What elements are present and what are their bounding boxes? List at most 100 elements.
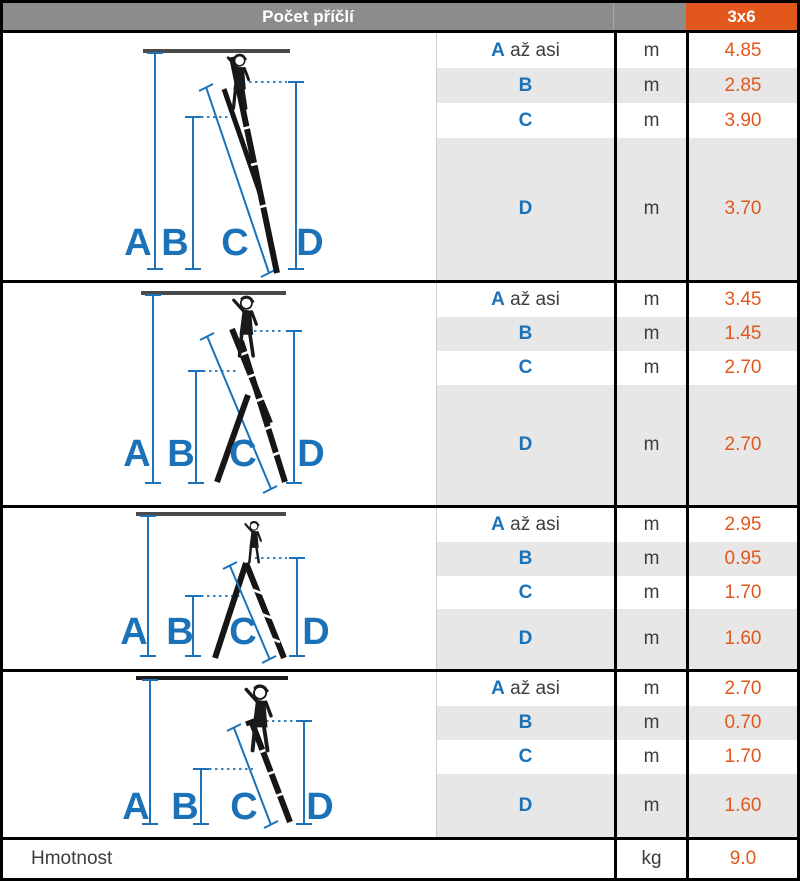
diagram-letter-d: D [297, 433, 324, 475]
header-title: Počet příčlí [3, 3, 614, 30]
measure-line-a [147, 52, 163, 270]
section-stepladder: A B C D A až asi m 2.95 B m 0.95 C m 1.7… [3, 508, 797, 672]
dim-letter: B [518, 548, 533, 569]
table-row: C m 1.70 [436, 576, 797, 609]
header-unit-cell [614, 3, 686, 30]
measure-line-b [193, 768, 209, 825]
unit-cell: m [614, 317, 689, 351]
table-row: A až asi m 3.45 [436, 283, 797, 317]
measure-line-d [286, 330, 302, 484]
value-cell: 2.70 [724, 434, 762, 455]
dim-letter: C [518, 746, 533, 767]
unit-cell: m [614, 138, 689, 280]
value-cell: 2.95 [724, 514, 762, 535]
section-combination-ladder: A B C D A až asi m 3.45 B m 1.45 C m 2.7… [3, 283, 797, 508]
dim-letter: D [518, 198, 533, 219]
section-extension-ladder: A B C D A až asi m 4.85 B m 2.85 C m 3.9… [3, 33, 797, 283]
value-cell: 1.45 [724, 323, 762, 344]
measure-line-a [142, 679, 158, 825]
value-cell: 0.70 [724, 712, 762, 733]
table-header-row: Počet příčlí 3x6 [3, 3, 797, 33]
value-cell: 1.70 [724, 581, 762, 603]
dim-label-text: až asi [504, 514, 560, 535]
dim-letter: A [491, 678, 505, 699]
unit-cell: m [614, 103, 689, 138]
unit-cell: m [614, 68, 689, 103]
table-row: C m 2.70 [436, 351, 797, 385]
diagram-letter-c: C [221, 222, 248, 264]
unit-cell: m [614, 385, 689, 505]
value-cell: 3.70 [724, 198, 762, 219]
diagram-letter-d: D [306, 786, 333, 828]
table-row: D m 1.60 [436, 609, 797, 669]
ladder-diagram-3: A B C D [3, 508, 436, 669]
weight-unit: kg [614, 840, 689, 878]
unit-cell: m [614, 672, 689, 706]
unit-cell: m [614, 774, 689, 837]
measure-line-a [145, 294, 161, 484]
value-cell: 1.60 [724, 794, 762, 816]
diagram-letter-a: A [120, 611, 147, 653]
diagram-letter-b: B [161, 222, 188, 264]
dim-letter: C [518, 357, 533, 378]
unit-cell: m [614, 609, 689, 669]
unit-cell: m [614, 576, 689, 609]
unit-cell: m [614, 542, 689, 576]
dim-letter: D [518, 794, 533, 816]
dim-letter: A [491, 289, 505, 310]
diagram-letter-a: A [124, 222, 151, 264]
dim-letter: C [518, 581, 533, 603]
ladder-rail [238, 340, 288, 483]
diagram-letter-c: C [229, 611, 256, 653]
weight-value: 9.0 [729, 848, 757, 869]
diagram-letter-b: B [171, 786, 198, 828]
dim-letter: C [518, 109, 533, 131]
ladder-rail [221, 88, 263, 194]
diagram-letter-d: D [302, 611, 329, 653]
measure-line-a [140, 515, 156, 657]
table-row: D m 3.70 [436, 138, 797, 280]
ladder-rungs [239, 349, 285, 457]
table-row: C m 1.70 [436, 740, 797, 774]
measure-line-b [185, 595, 201, 657]
table-row: A až asi m 4.85 [436, 33, 797, 68]
dim-letter: D [518, 434, 533, 455]
ladder-rail [212, 562, 249, 659]
diagram-letter-a: A [122, 786, 149, 828]
table-row: A až asi m 2.95 [436, 508, 797, 542]
diagram-letter-b: B [167, 433, 194, 475]
table-row: B m 2.85 [436, 68, 797, 103]
ladder-diagram-4: A B C D [3, 672, 436, 837]
measure-line-c [198, 83, 276, 278]
diagram-letter-c: C [229, 433, 256, 475]
weight-label: Hmotnost [31, 848, 113, 869]
dim-letter: A [491, 514, 505, 535]
ladder-rail [214, 393, 251, 484]
dim-letter: A [491, 39, 505, 61]
value-cell: 2.70 [724, 357, 762, 378]
value-cell: 2.70 [724, 678, 762, 699]
measure-line-c [222, 561, 277, 664]
value-cell: 0.95 [724, 548, 762, 569]
table-row: B m 0.95 [436, 542, 797, 576]
dim-letter: B [518, 712, 533, 733]
measure-line-d [289, 557, 305, 657]
value-cell: 1.70 [724, 746, 762, 767]
measure-line-d [288, 81, 304, 270]
measure-line-b [185, 116, 201, 270]
table-row: A až asi m 2.70 [436, 672, 797, 706]
unit-cell: m [614, 33, 689, 68]
section-leaning-ladder: A B C D A až asi m 2.70 B m 0.70 C m 1.7… [3, 672, 797, 840]
table-row: C m 3.90 [436, 103, 797, 138]
diagram-letter-d: D [296, 222, 323, 264]
dim-letter: B [518, 323, 533, 344]
table-row: B m 1.45 [436, 317, 797, 351]
measure-line-c [226, 723, 279, 829]
diagram-letter-c: C [230, 786, 257, 828]
person-figure [244, 520, 263, 564]
dim-letter: D [518, 628, 533, 649]
header-size-badge: 3x6 [686, 3, 797, 30]
ladder-rungs [252, 588, 281, 644]
unit-cell: m [614, 508, 689, 542]
